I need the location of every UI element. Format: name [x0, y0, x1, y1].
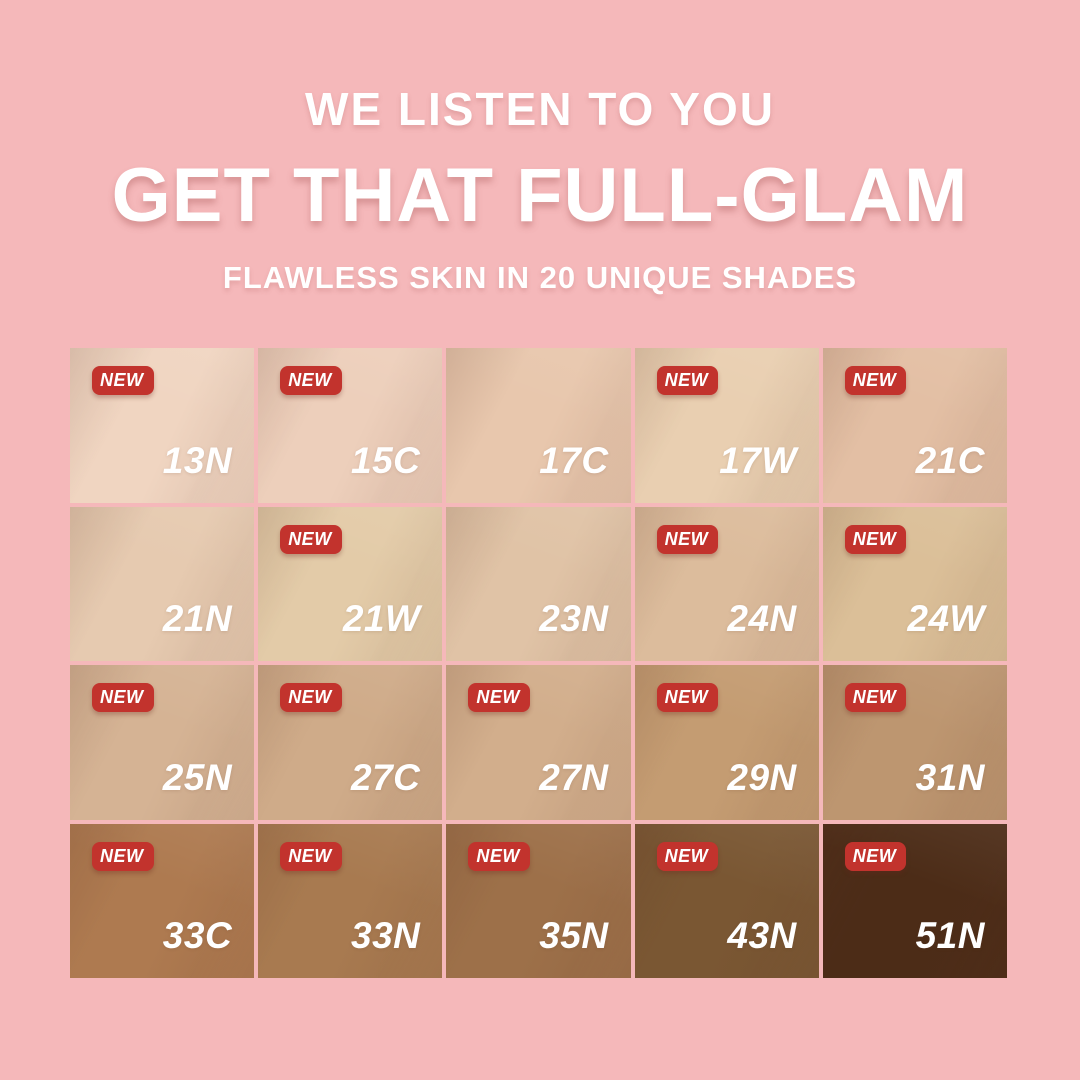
shade-swatch: NEW 24W [822, 506, 1007, 661]
new-badge: NEW [844, 524, 907, 554]
new-badge: NEW [844, 683, 907, 712]
shade-code-label: 27N [539, 756, 609, 798]
shade-swatch: NEW 17W [634, 348, 819, 503]
new-badge: NEW [468, 841, 530, 871]
headline-sub: FLAWLESS SKIN IN 20 UNIQUE SHADES [222, 260, 858, 295]
new-badge: NEW [92, 841, 154, 871]
shade-swatch: NEW 13N [70, 348, 255, 503]
shade-code-label: 24W [907, 598, 985, 639]
headline-small: WE LISTEN TO YOU [305, 83, 775, 135]
headline-main: GET THAT FULL-GLAM [111, 153, 969, 238]
shade-code-label: 21N [162, 598, 233, 639]
shade-swatch: NEW 21W [258, 506, 443, 661]
shade-code-label: 17W [719, 439, 797, 481]
shade-code-label: 21C [915, 439, 985, 481]
new-badge: NEW [280, 366, 342, 395]
shade-swatch: NEW 27C [258, 665, 443, 820]
shade-swatch: NEW 29N [634, 665, 819, 820]
new-badge: NEW [656, 366, 719, 395]
shade-code-label: 43N [727, 915, 797, 956]
shade-code-label: 33N [351, 915, 421, 956]
new-badge: NEW [656, 841, 719, 871]
new-badge: NEW [656, 683, 719, 712]
shade-code-label: 29N [727, 756, 797, 798]
shade-code-label: 25N [162, 756, 233, 798]
shade-code-label: 21W [342, 598, 421, 639]
shade-swatch: NEW 43N [634, 823, 819, 978]
shade-swatch: NEW 27N [446, 665, 631, 820]
shade-swatch: NEW 51N [822, 823, 1007, 978]
shade-code-label: 23N [539, 598, 609, 639]
shade-swatch: NEW 33C [70, 823, 255, 978]
shade-swatch: 17C [446, 348, 631, 503]
new-badge: NEW [844, 366, 907, 395]
shade-code-label: 51N [915, 915, 985, 956]
new-badge: NEW [280, 683, 342, 712]
shade-code-label: 17C [539, 439, 609, 481]
shade-swatch: NEW 25N [70, 665, 255, 820]
shade-code-label: 35N [539, 915, 609, 956]
shade-code-label: 13N [162, 439, 233, 481]
header: WE LISTEN TO YOU GET THAT FULL-GLAM FLAW… [0, 0, 1080, 293]
new-badge: NEW [844, 841, 907, 871]
shade-swatch: NEW 21C [822, 348, 1007, 503]
new-badge: NEW [656, 524, 719, 554]
shade-swatch: NEW 35N [446, 823, 631, 978]
new-badge: NEW [280, 841, 342, 871]
new-badge: NEW [468, 683, 530, 712]
shade-code-label: 24N [727, 598, 797, 639]
shade-swatch: NEW 31N [822, 665, 1007, 820]
shade-swatch: NEW 24N [634, 506, 819, 661]
shade-swatch: NEW 15C [258, 348, 443, 503]
shade-code-label: 15C [351, 439, 421, 481]
new-badge: NEW [92, 366, 154, 395]
shade-swatch: NEW 33N [258, 823, 443, 978]
shade-swatch: 23N [446, 506, 631, 661]
shade-code-label: 33C [162, 915, 233, 956]
shade-grid: NEW 13N NEW 15C 17C NEW 17W NEW 21C 21N … [70, 348, 1007, 978]
shade-swatch: 21N [70, 506, 255, 661]
new-badge: NEW [280, 524, 342, 554]
shade-code-label: 31N [915, 756, 985, 798]
new-badge: NEW [92, 683, 154, 712]
shade-code-label: 27C [351, 756, 421, 798]
